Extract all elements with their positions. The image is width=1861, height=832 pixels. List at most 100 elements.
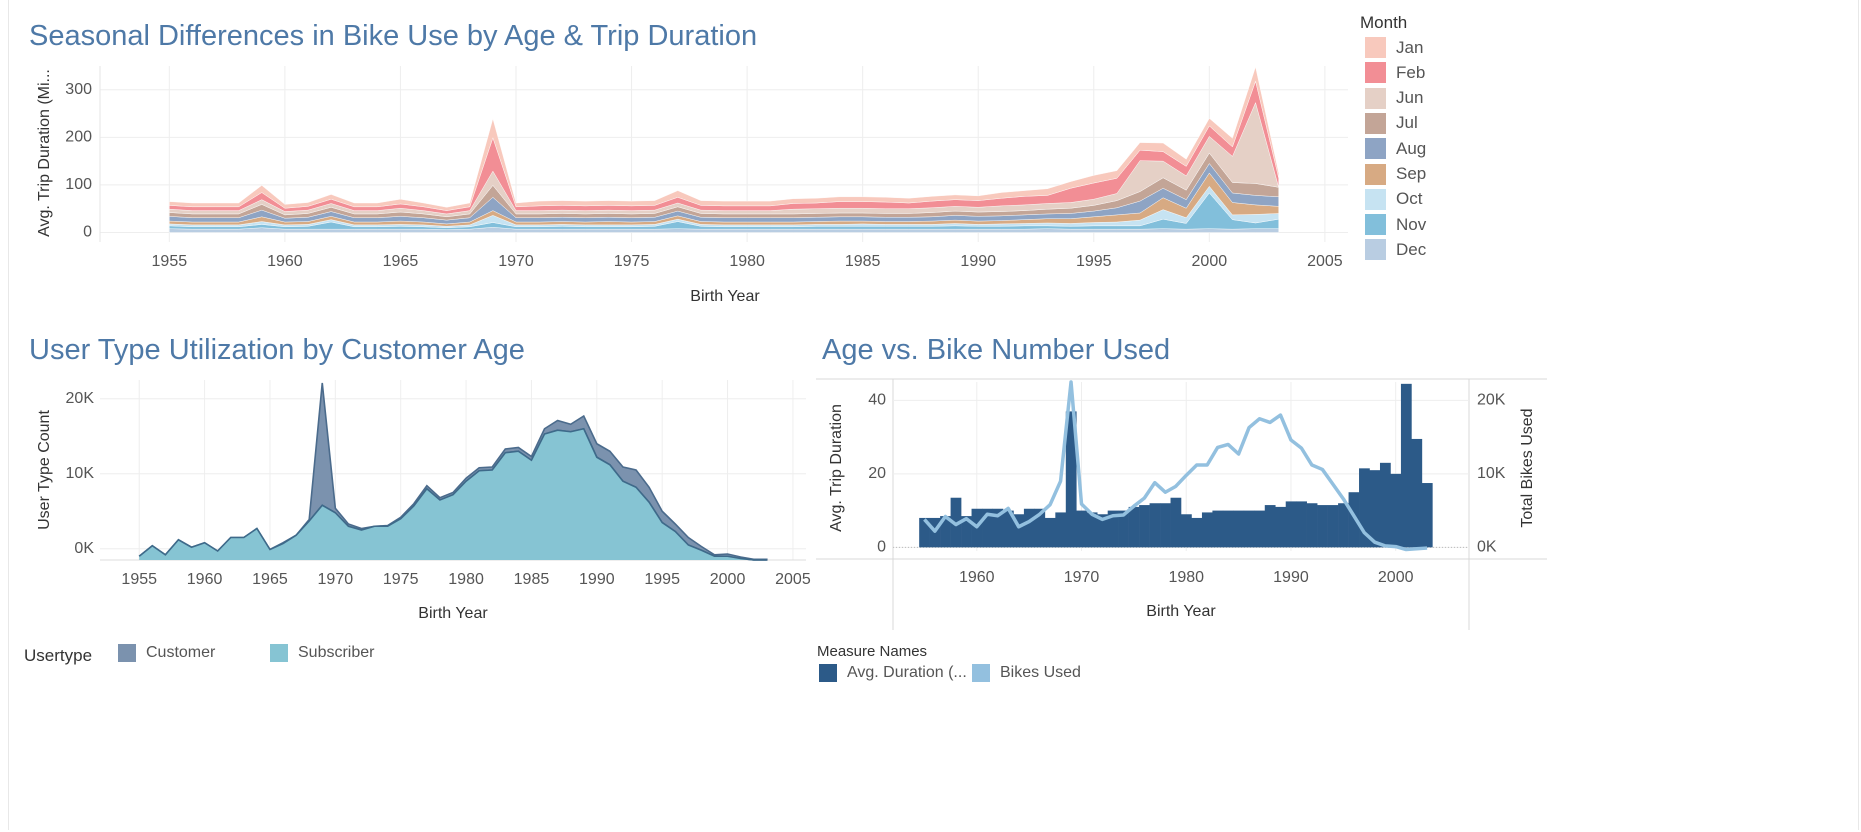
duration-bar <box>1107 510 1119 548</box>
month-legend-item-5[interactable]: Sep <box>1365 163 1427 185</box>
duration-bar <box>1002 510 1014 548</box>
duration-bar <box>1118 510 1129 548</box>
seasonal-area-jan <box>169 66 1279 211</box>
usertype-y-tick: 10K <box>66 465 95 482</box>
legend-swatch <box>1365 163 1386 185</box>
agebike-x-tick: 1970 <box>1064 569 1100 586</box>
legend-swatch <box>1365 188 1386 210</box>
seasonal-x-tick: 1990 <box>960 253 996 270</box>
seasonal-chart-title: Seasonal Differences in Bike Use by Age … <box>29 20 758 52</box>
usertype-x-tick: 1995 <box>644 571 680 588</box>
legend-label: Jan <box>1396 37 1424 57</box>
legend-label: Jul <box>1396 113 1418 133</box>
duration-bar <box>1013 514 1025 548</box>
measure-legend-title: Measure Names <box>817 643 928 660</box>
agebike-x-axis-label: Birth Year <box>1146 603 1216 620</box>
seasonal-area-feb <box>169 80 1279 215</box>
month-legend-item-8[interactable]: Dec <box>1365 239 1427 261</box>
duration-bar <box>1170 497 1182 548</box>
legend-label: Sep <box>1396 164 1427 183</box>
duration-bar <box>1201 512 1213 548</box>
agebike-y2-tick: 10K <box>1477 465 1506 482</box>
duration-bar <box>1338 503 1349 548</box>
usertype-x-tick: 1970 <box>318 571 354 588</box>
month-legend-item-1[interactable]: Feb <box>1365 62 1426 84</box>
duration-bar <box>1139 505 1150 548</box>
duration-bar <box>1411 438 1423 548</box>
legend-label: Dec <box>1396 239 1427 259</box>
seasonal-x-tick: 2000 <box>1192 253 1228 270</box>
usertype-legend-item-0[interactable]: Customer <box>118 644 215 662</box>
legend-swatch <box>819 664 837 682</box>
legend-label: Subscriber <box>298 644 375 661</box>
usertype-x-tick: 1980 <box>448 571 484 588</box>
measure-legend-item-0[interactable]: Avg. Duration (... <box>819 664 967 682</box>
agebike-x-tick: 1990 <box>1273 569 1309 586</box>
usertype-legend-item-1[interactable]: Subscriber <box>270 644 374 662</box>
duration-bar <box>1379 462 1391 548</box>
duration-bar <box>1160 503 1171 548</box>
agebike-y2-tick: 0K <box>1477 539 1497 556</box>
month-legend-item-0[interactable]: Jan <box>1365 37 1423 58</box>
duration-bar <box>1023 508 1035 548</box>
legend-swatch <box>270 644 288 662</box>
seasonal-x-tick: 1975 <box>614 253 650 270</box>
usertype-x-tick: 1985 <box>514 571 550 588</box>
month-legend-title: Month <box>1360 13 1408 32</box>
legend-label: Feb <box>1396 62 1426 82</box>
duration-bar <box>1243 510 1255 548</box>
bikes-used-line <box>923 380 1428 552</box>
duration-bar <box>1128 506 1140 548</box>
legend-label: Avg. Duration (... <box>847 664 967 681</box>
agebike-y-tick: 20 <box>868 465 886 482</box>
usertype-area-subscriber <box>139 428 767 560</box>
legend-label: Oct <box>1396 189 1423 209</box>
duration-bar <box>1149 503 1161 548</box>
legend-swatch <box>1365 112 1386 134</box>
legend-swatch <box>1365 239 1386 261</box>
duration-bar <box>1369 470 1381 548</box>
duration-bar <box>1097 514 1108 548</box>
duration-bar <box>1348 492 1360 548</box>
duration-bar <box>1034 508 1046 548</box>
agebike-x-tick: 2000 <box>1378 569 1414 586</box>
duration-bar <box>1327 505 1339 548</box>
legend-label: Jun <box>1396 88 1424 108</box>
agebike-chart-title: Age vs. Bike Number Used <box>822 334 1171 366</box>
legend-label: Nov <box>1396 214 1427 234</box>
seasonal-x-tick: 1985 <box>845 253 881 270</box>
measure-legend-item-1[interactable]: Bikes Used <box>972 664 1081 682</box>
agebike-y2-tick: 20K <box>1477 392 1506 409</box>
legend-swatch <box>1365 37 1386 58</box>
duration-bar <box>1233 510 1245 548</box>
seasonal-x-tick: 1960 <box>267 253 303 270</box>
duration-bar <box>1275 506 1287 548</box>
usertype-x-tick: 1955 <box>121 571 157 588</box>
month-legend-item-3[interactable]: Jul <box>1365 112 1418 134</box>
duration-bar <box>1181 514 1192 548</box>
seasonal-x-tick: 1970 <box>498 253 534 270</box>
month-legend-item-4[interactable]: Aug <box>1365 138 1426 160</box>
agebike-y-tick: 40 <box>868 392 886 409</box>
seasonal-x-tick: 2005 <box>1307 253 1343 270</box>
month-legend-item-2[interactable]: Jun <box>1365 87 1424 109</box>
duration-bar <box>1359 468 1370 548</box>
seasonal-y-tick: 200 <box>65 129 92 146</box>
duration-bar <box>919 517 930 548</box>
usertype-y-tick: 20K <box>66 390 95 407</box>
duration-bar <box>1055 512 1067 548</box>
duration-bar <box>1400 383 1412 548</box>
usertype-legend-title: Usertype <box>24 646 93 665</box>
seasonal-x-tick: 1995 <box>1076 253 1112 270</box>
duration-bar <box>1306 503 1318 548</box>
agebike-y-axis-label: Avg. Trip Duration <box>828 404 845 532</box>
duration-bar <box>1222 510 1234 548</box>
duration-bar <box>1421 483 1433 548</box>
month-legend-item-6[interactable]: Oct <box>1365 188 1423 210</box>
month-legend-item-7[interactable]: Nov <box>1365 214 1427 236</box>
seasonal-y-axis-label: Avg. Trip Duration (Mi... <box>36 69 53 237</box>
duration-bar <box>940 516 951 548</box>
usertype-subscriber-line <box>138 427 767 561</box>
duration-bar <box>961 516 972 548</box>
